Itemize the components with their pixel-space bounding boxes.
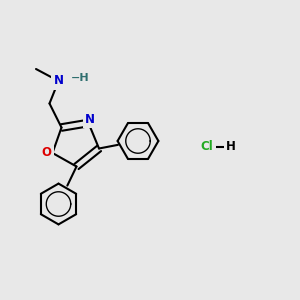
Text: Cl: Cl	[201, 140, 213, 154]
Text: N: N	[53, 74, 64, 88]
Text: −H: −H	[70, 73, 89, 83]
Text: N: N	[85, 113, 95, 126]
Text: O: O	[41, 146, 52, 159]
Text: H: H	[226, 140, 236, 154]
